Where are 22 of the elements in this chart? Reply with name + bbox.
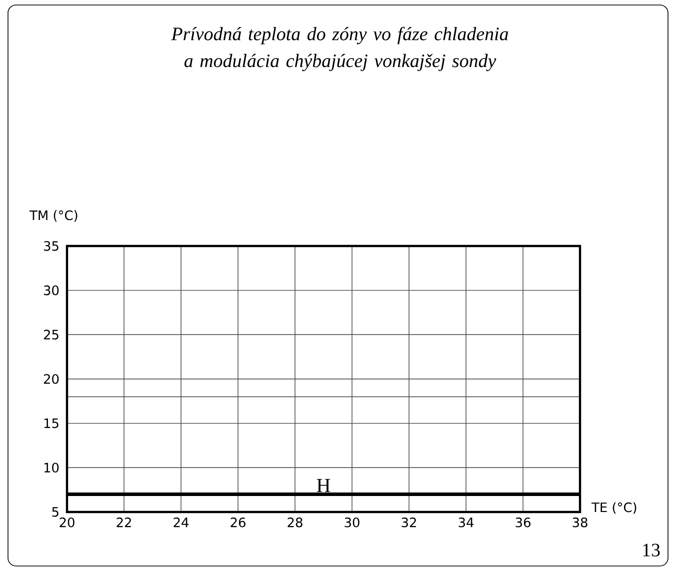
x-tick-label: 30 bbox=[344, 518, 360, 528]
y-axis-title: TM (°C) bbox=[29, 210, 78, 222]
x-tick-label: 26 bbox=[230, 518, 246, 528]
x-tick-label: 36 bbox=[516, 518, 530, 528]
x-tick-label: 22 bbox=[116, 518, 131, 528]
x-tick-label: 24 bbox=[174, 518, 189, 528]
text: 13 bbox=[643, 544, 660, 556]
y-tick-label: 10 bbox=[44, 462, 59, 473]
x-tick-label: 32 bbox=[402, 518, 416, 528]
y-tick-label: 35 bbox=[44, 241, 58, 251]
chart-title: Prívodná teplota do zóny vo fáze chladenia a modulácia chýbajúcej vonkajšej sondy bbox=[171, 26, 508, 72]
x-axis-title: TE (°C) bbox=[591, 502, 636, 514]
x-tick-label: 20 bbox=[60, 518, 74, 528]
series-label: H bbox=[316, 479, 330, 492]
x-tick-label: 28 bbox=[288, 518, 302, 528]
y-tick-label: 15 bbox=[44, 418, 58, 428]
y-tick-label: 20 bbox=[44, 374, 59, 384]
x-tick-label: 34 bbox=[458, 518, 474, 528]
y-tick-label: 25 bbox=[44, 330, 58, 340]
y-tick-label: 30 bbox=[44, 285, 59, 296]
x-tick-label: 38 bbox=[572, 518, 588, 528]
y-tick-label: 5 bbox=[52, 507, 58, 517]
